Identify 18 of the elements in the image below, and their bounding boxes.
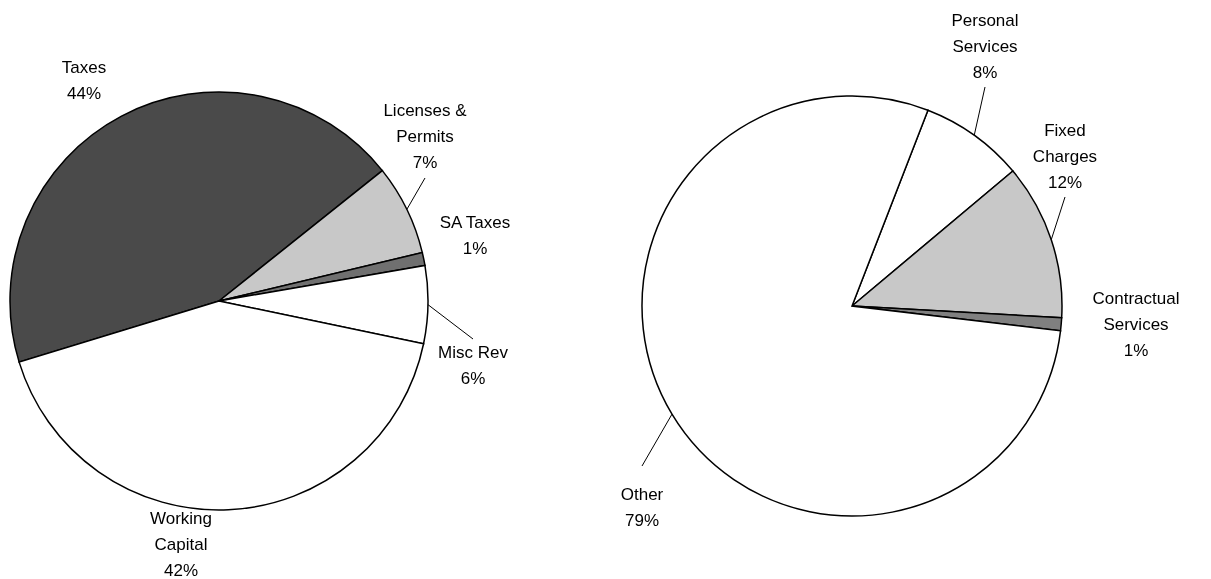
slice-label: Fixed Charges	[1032, 121, 1098, 166]
data-label: 1%	[1123, 341, 1149, 360]
data-label: 42%	[163, 561, 199, 579]
slice-label: Misc Rev	[438, 343, 509, 362]
slice-label: Other	[620, 485, 664, 504]
data-label: 6%	[460, 369, 486, 388]
data-label: 1%	[462, 239, 488, 258]
data-label: 12%	[1047, 173, 1083, 192]
slice-label: Taxes	[61, 58, 107, 77]
data-label: 79%	[624, 511, 660, 530]
slice-label: SA Taxes	[439, 213, 511, 232]
slice-label: Working Capital	[149, 509, 213, 554]
data-label: 7%	[412, 153, 438, 172]
slice-label: Personal Services	[951, 11, 1019, 56]
data-label: 44%	[66, 84, 102, 103]
data-label: 8%	[972, 63, 998, 82]
slice-label: Contractual Services	[1092, 289, 1180, 334]
slice-label: Licenses & Permits	[383, 101, 468, 146]
